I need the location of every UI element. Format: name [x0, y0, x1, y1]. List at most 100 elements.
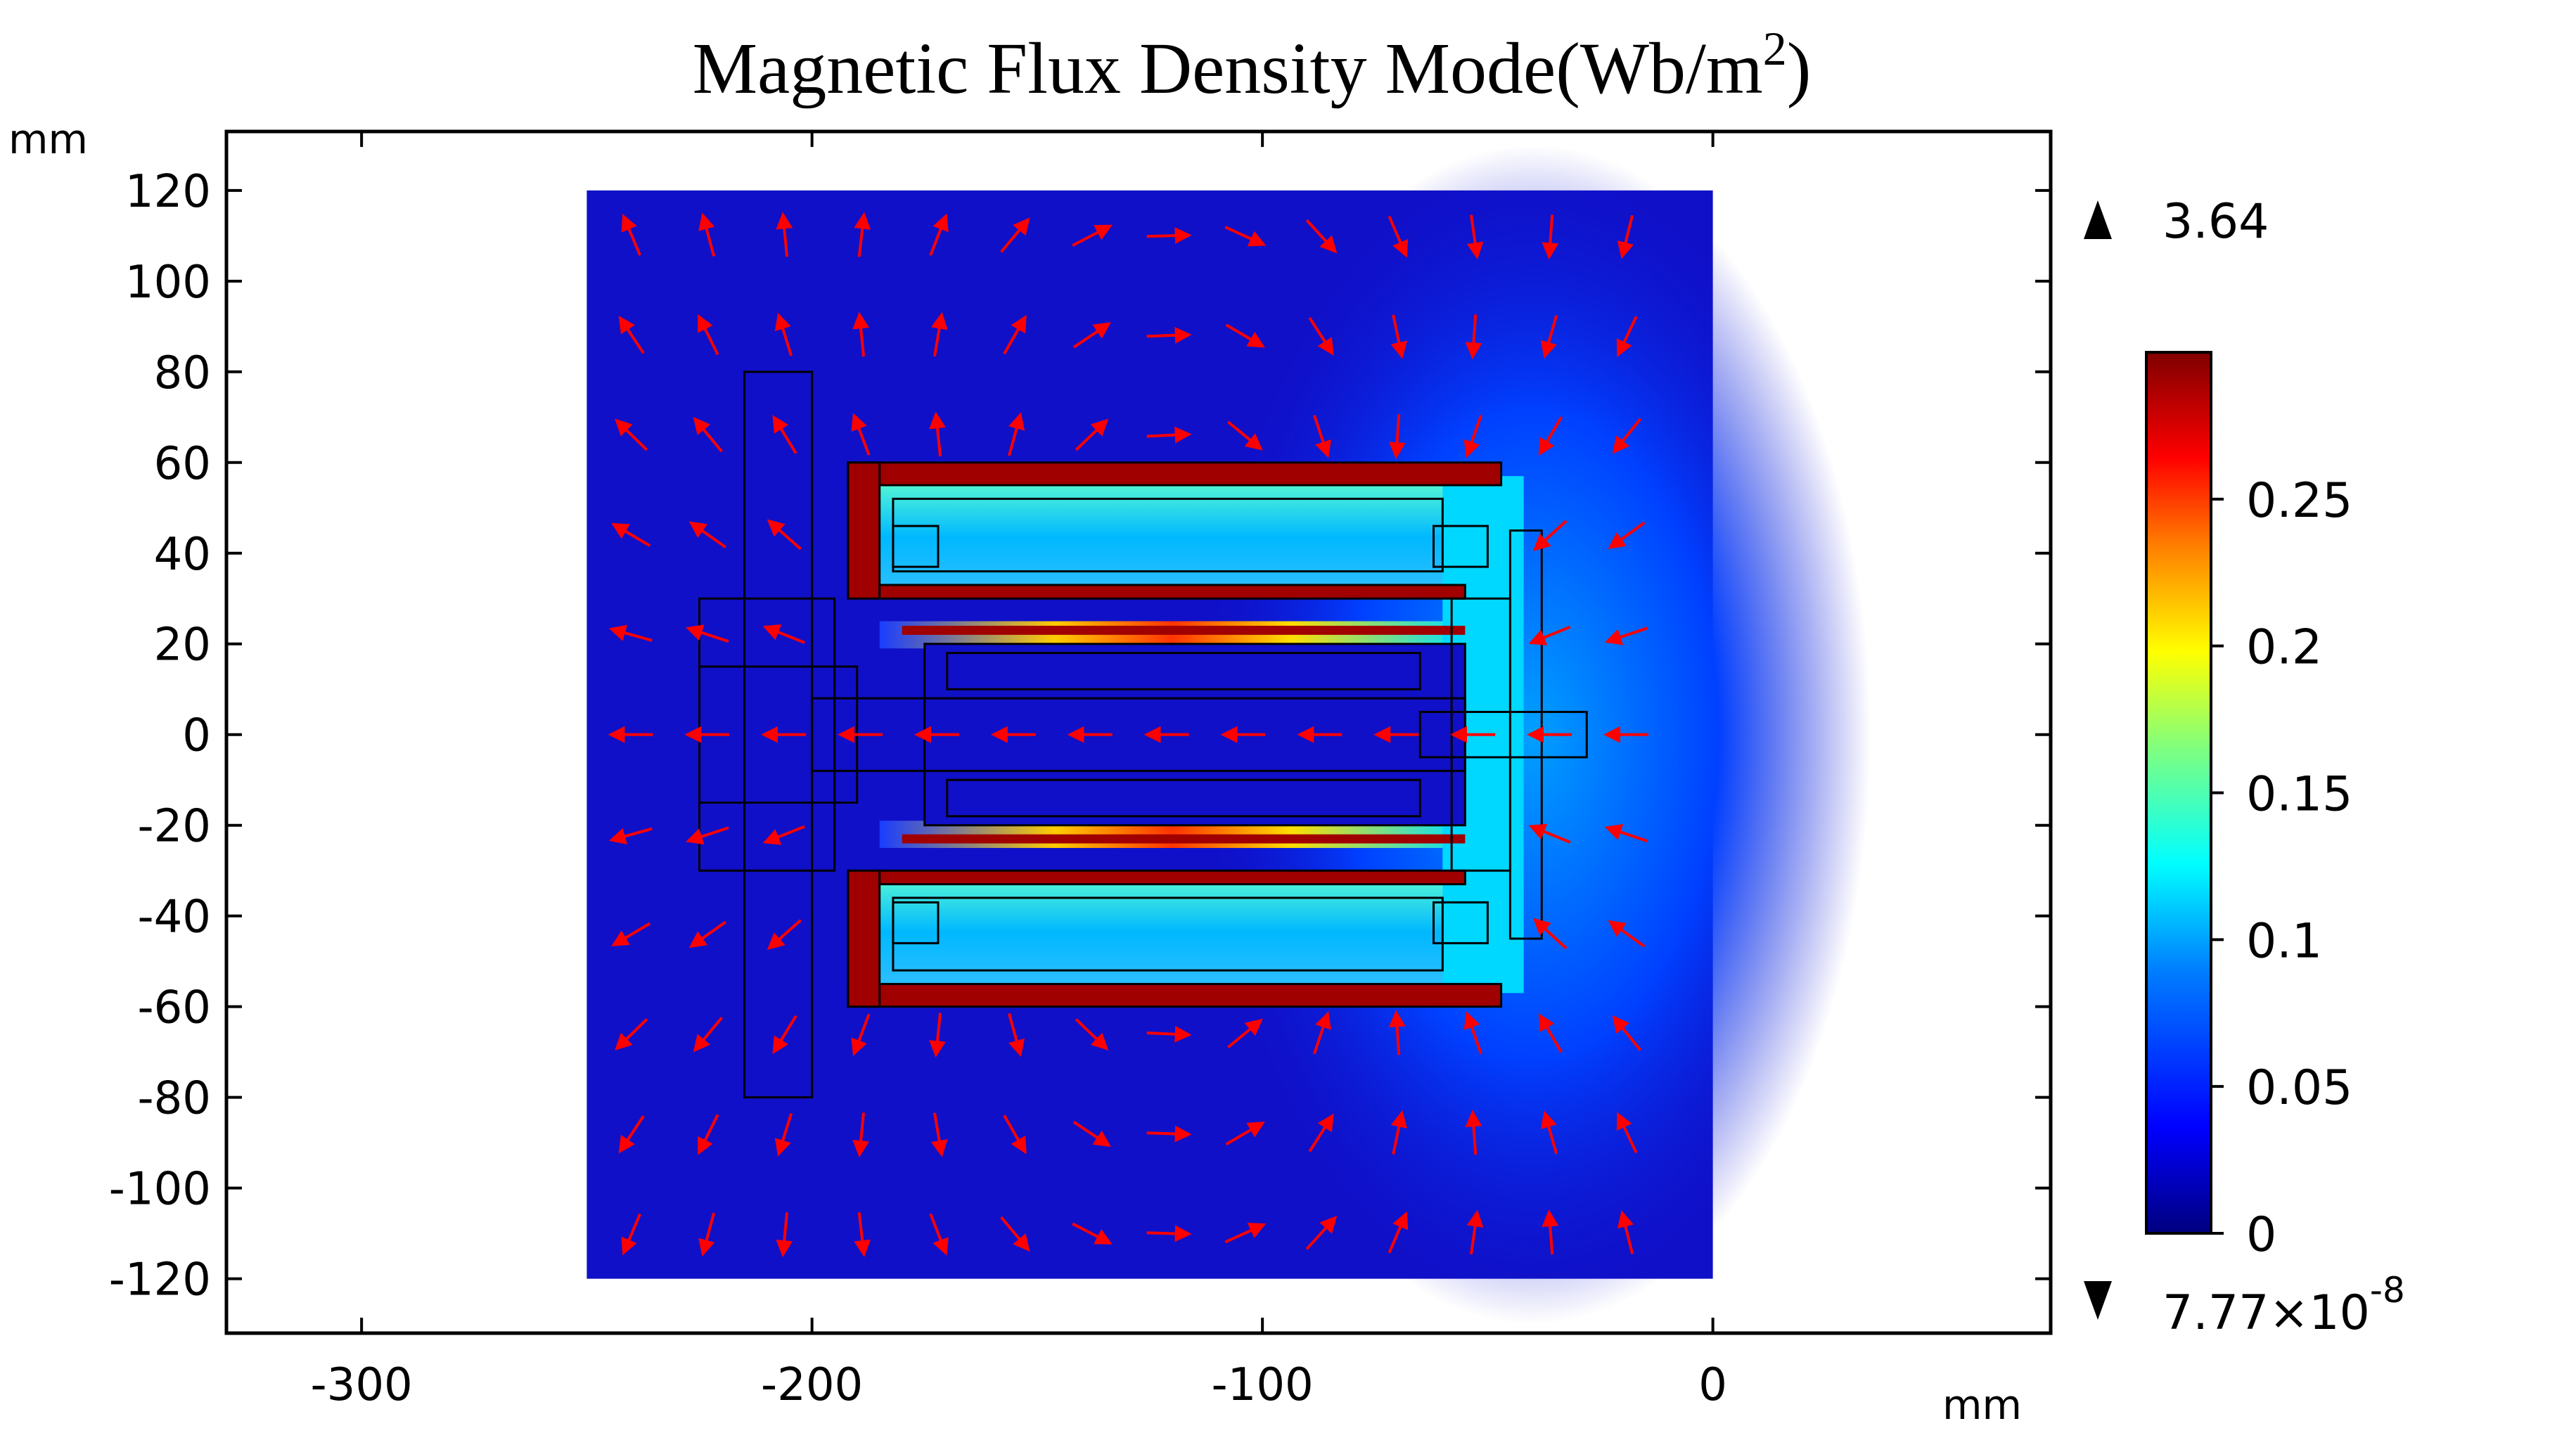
outer-shell-left-bottom	[847, 869, 881, 1008]
axis-ticks: -300 -200 -100 0 120 100 80 60 40 20 0 -20 -40 -60 -80…	[109, 131, 2051, 1411]
y-tick-label: -80	[137, 1073, 211, 1125]
flux-arrow	[1465, 314, 1482, 360]
flux-arrow	[698, 1114, 719, 1155]
x-axis-unit: mm	[1942, 1381, 2022, 1429]
flux-arrow	[1528, 625, 1571, 645]
outer-shell-top	[847, 461, 1503, 487]
chart-title: Magnetic Flux Density Mode(Wb/m2)	[693, 22, 1812, 109]
flux-arrow	[767, 519, 802, 551]
colorbar-ticks: 0.25 0.2 0.15 0.1 0.05 0	[2211, 473, 2352, 1263]
flux-arrow	[851, 413, 871, 456]
flux-arrow	[1146, 426, 1192, 444]
flux-arrow	[1532, 918, 1568, 950]
flux-arrow	[1466, 214, 1484, 259]
flux-arrow	[686, 624, 729, 643]
y-tick-label: 40	[154, 529, 211, 581]
y-tick-label: 60	[154, 438, 211, 490]
flux-arrow	[611, 522, 651, 547]
flux-arrow	[1313, 414, 1331, 458]
inner-sleeve-top	[878, 584, 1466, 600]
flux-arrow	[930, 1112, 948, 1157]
flux-arrow	[1604, 824, 1648, 843]
flux-arrow	[1528, 823, 1571, 844]
flux-arrow	[608, 827, 653, 844]
flux-arrow	[762, 825, 805, 845]
flux-arrow	[1540, 1110, 1558, 1155]
flux-arrow	[1540, 314, 1558, 359]
flux-arrow	[1225, 1122, 1265, 1146]
flux-arrow	[1305, 1215, 1338, 1250]
flux-arrow	[608, 624, 653, 642]
colorbar-tick-label: 0.1	[2246, 913, 2322, 969]
inner-rod-lower	[946, 778, 1421, 818]
flux-arrow	[1072, 224, 1113, 247]
inner-sleeve-top-b	[902, 625, 1466, 635]
flux-arrow	[1075, 418, 1109, 451]
inner-rod-upper	[946, 652, 1421, 690]
flux-arrow	[615, 1018, 648, 1051]
flux-arrow	[930, 311, 948, 357]
flux-arrow	[1612, 1015, 1642, 1052]
flux-arrow	[1388, 215, 1409, 258]
colorbar-max-label: 3.64	[2162, 194, 2269, 250]
flux-arrow	[1608, 920, 1646, 948]
flux-arrow	[1225, 323, 1265, 348]
flux-arrow	[1072, 1222, 1113, 1245]
y-tick-label: -20	[137, 801, 211, 853]
flux-arrow	[1224, 1223, 1267, 1244]
y-tick-label: 0	[182, 710, 211, 762]
flux-arrow	[776, 212, 793, 257]
flux-arrow	[776, 1212, 793, 1257]
flux-arrow	[1466, 1209, 1484, 1255]
upper-gap-field	[847, 476, 1488, 599]
flux-arrow	[1146, 227, 1192, 245]
flux-arrow	[929, 1013, 946, 1058]
flux-arrow	[615, 418, 648, 451]
max-triangle-icon	[2084, 200, 2112, 239]
flux-arrow	[1465, 1110, 1482, 1155]
flux-arrow	[1617, 214, 1634, 259]
flux-arrow	[698, 314, 719, 355]
flux-arrow	[618, 315, 645, 354]
flux-arrow	[1000, 217, 1030, 253]
flux-arrow	[1227, 420, 1263, 451]
colorbar-tick-label: 0.05	[2246, 1060, 2352, 1116]
flux-arrow	[1146, 326, 1192, 344]
outer-shell-left-top	[847, 461, 881, 600]
flux-arrow	[854, 1212, 871, 1257]
flux-arrow	[1538, 416, 1563, 456]
flux-arrow	[852, 311, 870, 357]
colorbar-tick-label: 0.15	[2246, 767, 2352, 823]
flux-arrow	[1003, 314, 1027, 355]
flux-arrow	[686, 826, 729, 845]
lower-gap-field	[847, 870, 1488, 994]
flux-arrow	[688, 521, 726, 548]
flux-arrow	[1075, 1018, 1109, 1050]
flux-arrow	[1542, 1209, 1559, 1255]
flux-arrow	[929, 213, 949, 257]
flux-arrow	[774, 1112, 793, 1157]
flux-arrow	[1224, 226, 1267, 247]
flux-arrow	[1538, 1013, 1563, 1053]
colorbar: 0.25 0.2 0.15 0.1 0.05 0 3.64 7.77×10-8	[2084, 194, 2405, 1341]
x-tick-label: -100	[1212, 1359, 1314, 1411]
flux-arrow	[693, 416, 723, 453]
flux-arrow	[1007, 1013, 1025, 1058]
flux-arrow	[1000, 1216, 1030, 1252]
inner-sleeve-bottom	[878, 869, 1466, 886]
flux-arrow	[1604, 626, 1648, 645]
flux-arrow	[1072, 1120, 1111, 1148]
flux-arrow	[1463, 415, 1482, 458]
coil-upper-end-right	[1433, 525, 1489, 568]
flux-arrow	[698, 1212, 716, 1257]
flux-arrow	[1532, 520, 1568, 551]
flux-arrow	[1388, 1211, 1409, 1254]
flux-arrow	[772, 415, 797, 454]
flux-arrow	[1305, 219, 1338, 254]
flux-arrow	[1616, 1112, 1638, 1154]
flux-arrow	[851, 1013, 871, 1057]
colorbar-tick-label: 0.25	[2246, 473, 2352, 529]
right-shaft	[1418, 710, 1588, 759]
coil-lower-end-right	[1433, 901, 1489, 944]
y-tick-label: -120	[109, 1254, 211, 1306]
